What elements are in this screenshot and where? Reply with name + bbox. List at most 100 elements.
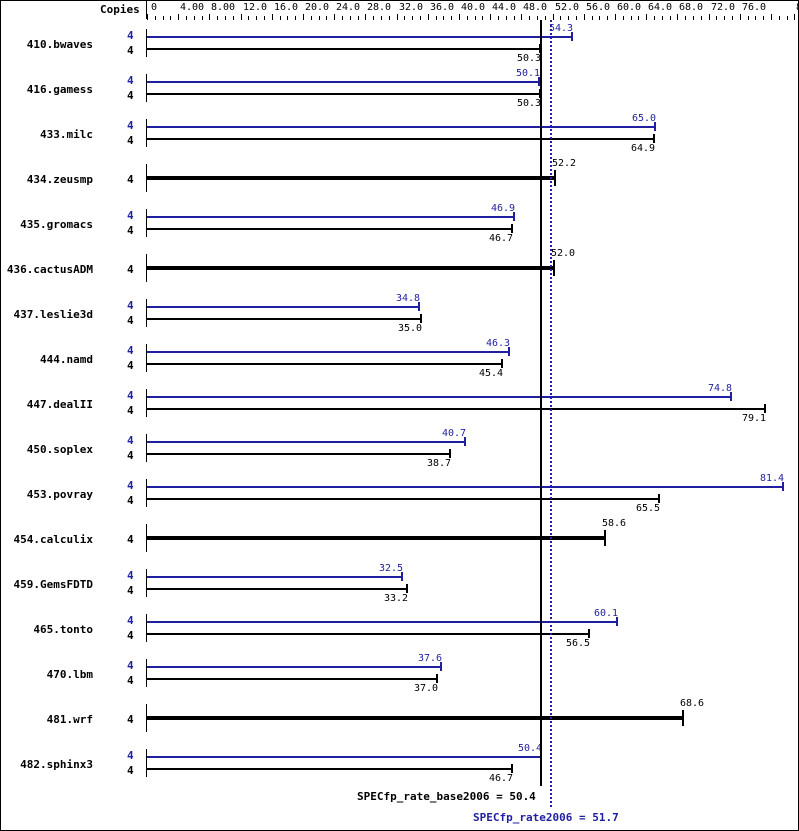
axis-left-edge	[146, 0, 147, 20]
axis-tick	[163, 16, 164, 20]
axis-tick-label: 76.0	[742, 2, 767, 13]
axis-tick	[342, 16, 343, 20]
axis-baseline	[146, 19, 796, 20]
benchmark-name: 482.sphinx3	[20, 758, 93, 771]
peak-copies-value: 4	[127, 299, 134, 312]
axis-tick	[217, 16, 218, 20]
axis-tick	[677, 14, 678, 20]
base-value: 64.9	[631, 143, 656, 154]
row-axis-line	[146, 434, 147, 462]
peak-summary-label: SPECfp_rate2006 = 51.7	[473, 811, 619, 824]
peak-copies-value: 4	[127, 119, 134, 132]
copies-value: 4	[127, 713, 134, 726]
axis-tick	[693, 16, 694, 20]
peak-value: 40.7	[442, 428, 467, 439]
copies-value: 4	[127, 533, 134, 546]
axis-tick-label: 60.0	[617, 2, 642, 13]
row-axis-line	[146, 164, 147, 192]
base-end-cap	[449, 449, 451, 458]
axis-tick	[147, 14, 148, 20]
axis-tick-label: 83.0	[796, 2, 799, 13]
benchmark-name: 434.zeusmp	[26, 173, 93, 186]
axis-tick-label: 8.00	[211, 2, 236, 13]
base-value: 33.2	[384, 593, 409, 604]
peak-bar	[147, 216, 513, 218]
base-copies-value: 4	[127, 44, 134, 57]
peak-bar	[147, 756, 540, 758]
peak-value: 54.3	[549, 23, 574, 34]
base-copies-value: 4	[127, 404, 134, 417]
axis-tick	[170, 16, 171, 20]
peak-copies-value: 4	[127, 749, 134, 762]
base-value: 35.0	[398, 323, 423, 334]
axis-tick	[685, 16, 686, 20]
axis-tick-label: 48.0	[523, 2, 548, 13]
base-value: 46.7	[489, 773, 514, 784]
base-bar	[147, 363, 501, 365]
peak-value: 50.4	[518, 743, 543, 754]
base-end-cap	[511, 764, 513, 773]
base-copies-value: 4	[127, 629, 134, 642]
axis-tick	[365, 14, 366, 20]
row-axis-line	[146, 749, 147, 777]
benchmark-name: 410.bwaves	[26, 38, 93, 51]
row-axis-line	[146, 119, 147, 147]
axis-tick	[592, 16, 593, 20]
axis-tick	[787, 16, 788, 20]
peak-copies-value: 4	[127, 614, 134, 627]
base-copies-value: 4	[127, 494, 134, 507]
axis-tick	[475, 16, 476, 20]
axis-tick	[436, 16, 437, 20]
axis-tick	[615, 14, 616, 20]
axis-tick-label: 24.0	[336, 2, 361, 13]
peak-copies-value: 4	[127, 209, 134, 222]
copies-header: Copies	[100, 3, 140, 16]
base-copies-value: 4	[127, 359, 134, 372]
axis-tick	[397, 14, 398, 20]
axis-tick	[701, 16, 702, 20]
benchmark-name: 447.dealII	[26, 398, 93, 411]
axis-tick	[287, 16, 288, 20]
axis-tick	[568, 16, 569, 20]
axis-tick-label: 0	[151, 2, 158, 13]
benchmark-row: 450.soplex 4 4 40.7 38.7	[0, 428, 799, 479]
axis-tick	[537, 16, 538, 20]
benchmark-row: 435.gromacs 4 4 46.9 46.7	[0, 203, 799, 254]
peak-mean-line	[550, 20, 552, 807]
benchmark-name: 416.gamess	[26, 83, 93, 96]
axis-tick	[241, 14, 242, 20]
base-value: 50.3	[517, 53, 542, 64]
axis-tick-label: 52.0	[555, 2, 580, 13]
base-end-cap	[511, 224, 513, 233]
axis-tick	[412, 16, 413, 20]
peak-bar	[147, 126, 654, 128]
bar-end-cap	[682, 710, 684, 726]
peak-bar	[147, 396, 730, 398]
base-bar	[147, 588, 406, 590]
axis-tick	[451, 16, 452, 20]
benchmark-name: 450.soplex	[26, 443, 93, 456]
peak-end-cap	[730, 392, 732, 401]
axis-tick	[560, 16, 561, 20]
axis-tick-label: 20.0	[305, 2, 330, 13]
axis-tick	[662, 16, 663, 20]
axis-tick	[202, 16, 203, 20]
peak-end-cap	[440, 662, 442, 671]
peak-copies-value: 4	[127, 479, 134, 492]
peak-bar	[147, 81, 538, 83]
row-axis-line	[146, 209, 147, 237]
base-copies-value: 4	[127, 134, 134, 147]
benchmark-row: 436.cactusADM 4 52.0	[0, 248, 799, 299]
axis-tick-label: 64.0	[648, 2, 673, 13]
base-bar	[147, 138, 653, 140]
peak-copies-value: 4	[127, 659, 134, 672]
axis-tick-label: 44.0	[492, 2, 517, 13]
benchmark-name: 433.milc	[40, 128, 93, 141]
axis-tick	[490, 14, 491, 20]
result-bar	[147, 536, 604, 540]
base-bar	[147, 408, 764, 410]
axis-tick	[334, 14, 335, 20]
axis-tick	[748, 16, 749, 20]
base-end-cap	[588, 629, 590, 638]
result-value: 68.6	[680, 698, 705, 709]
